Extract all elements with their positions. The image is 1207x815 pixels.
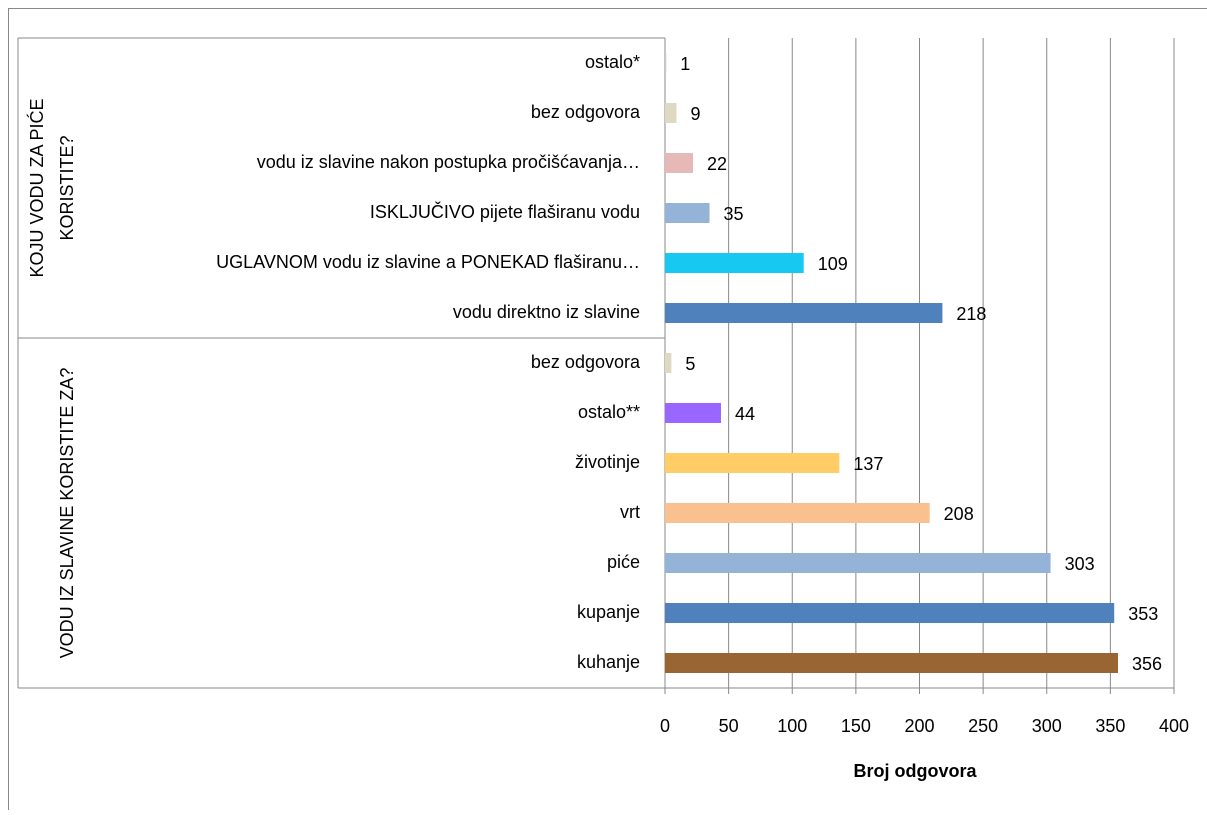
x-tick-label: 300 [1032, 716, 1062, 736]
value-label: 22 [707, 154, 727, 174]
x-tick-label: 400 [1159, 716, 1189, 736]
value-label: 35 [724, 204, 744, 224]
group-label: VODU IZ SLAVINE KORISTITE ZA? [57, 368, 77, 659]
bar [665, 503, 930, 523]
y-tick-label: životinje [575, 452, 640, 472]
value-label: 44 [735, 404, 755, 424]
value-label: 9 [690, 104, 700, 124]
y-tick-label: bez odgovora [531, 352, 641, 372]
bar [665, 403, 721, 423]
y-tick-label: kupanje [577, 602, 640, 622]
x-axis-label: Broj odgovora [853, 761, 977, 781]
bar [665, 303, 942, 323]
bar [665, 453, 839, 473]
bar [665, 203, 710, 223]
value-label: 353 [1128, 604, 1158, 624]
bar [665, 653, 1118, 673]
value-label: 137 [853, 454, 883, 474]
y-tick-label: UGLAVNOM vodu iz slavine a PONEKAD flaši… [216, 252, 640, 272]
y-tick-label: vrt [620, 502, 640, 522]
x-tick-label: 200 [904, 716, 934, 736]
y-tick-label: vodu iz slavine nakon postupka pročišćav… [257, 152, 640, 172]
y-tick-label: kuhanje [577, 652, 640, 672]
x-tick-label: 250 [968, 716, 998, 736]
value-label: 109 [818, 254, 848, 274]
bar [665, 553, 1051, 573]
y-tick-label: ostalo** [578, 402, 640, 422]
y-tick-label: ISKLJUČIVO pijete flaširanu vodu [370, 201, 640, 222]
y-tick-label: piće [607, 552, 640, 572]
bar [665, 253, 804, 273]
bar [665, 53, 666, 73]
x-tick-label: 0 [660, 716, 670, 736]
x-tick-label: 100 [777, 716, 807, 736]
value-label: 303 [1065, 554, 1095, 574]
value-label: 1 [680, 54, 690, 74]
value-label: 5 [685, 354, 695, 374]
y-tick-label: ostalo* [585, 52, 640, 72]
value-label: 218 [956, 304, 986, 324]
y-tick-label: vodu direktno iz slavine [453, 302, 640, 322]
y-tick-label: bez odgovora [531, 102, 641, 122]
group-label: KORISTITE? [57, 135, 77, 240]
bar [665, 103, 676, 123]
group-label: KOJU VODU ZA PIĆE [26, 98, 47, 277]
bar [665, 353, 671, 373]
value-label: 208 [944, 504, 974, 524]
x-tick-label: 150 [841, 716, 871, 736]
x-tick-label: 50 [719, 716, 739, 736]
bar [665, 603, 1114, 623]
bar [665, 153, 693, 173]
x-tick-label: 350 [1095, 716, 1125, 736]
value-label: 356 [1132, 654, 1162, 674]
